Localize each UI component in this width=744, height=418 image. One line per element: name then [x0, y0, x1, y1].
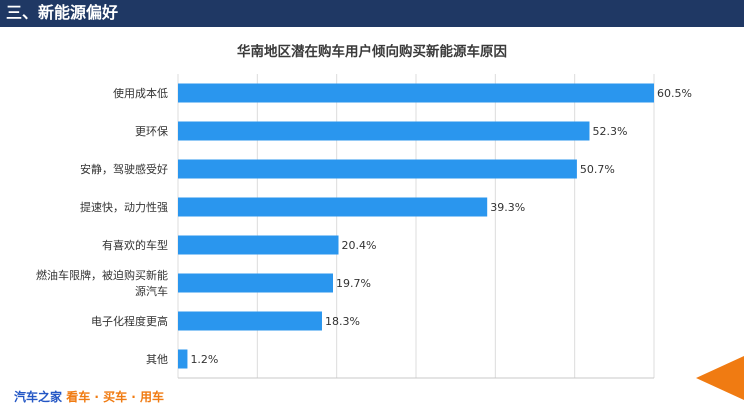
bar — [178, 197, 488, 217]
bar — [178, 273, 333, 293]
chart-title: 华南地区潜在购车用户倾向购买新能源车原因 — [237, 44, 507, 60]
brand-name: 汽车之家 — [14, 390, 63, 404]
data-label: 20.4% — [342, 239, 377, 252]
footer-brand: 汽车之家 看车 · 买车 · 用车 — [14, 388, 164, 405]
data-label: 39.3% — [490, 201, 525, 214]
category-label: 其他 — [146, 353, 168, 366]
bar — [178, 311, 322, 331]
bar — [178, 83, 654, 103]
category-label: 使用成本低 — [113, 86, 168, 100]
category-label: 更环保 — [135, 124, 168, 138]
data-label: 19.7% — [336, 277, 371, 290]
bar — [178, 121, 590, 141]
category-label: 安静，驾驶感受好 — [80, 162, 168, 176]
data-label: 52.3% — [592, 125, 627, 138]
corner-arrow-icon — [696, 356, 744, 400]
category-label: 提速快，动力性强 — [80, 200, 168, 214]
brand-slogan: 看车 · 买车 · 用车 — [62, 390, 165, 404]
data-label: 18.3% — [325, 315, 360, 328]
bar — [178, 349, 188, 369]
category-label: 燃油车限牌，被迫购买新能源汽车 — [36, 268, 168, 298]
category-label: 电子化程度更高 — [91, 314, 168, 328]
data-label: 60.5% — [657, 87, 692, 100]
data-label: 1.2% — [190, 353, 218, 366]
section-title: 三、新能源偏好 — [6, 3, 119, 22]
bar — [178, 235, 339, 255]
header-bar: 三、新能源偏好 — [0, 0, 744, 27]
category-label: 有喜欢的车型 — [102, 238, 168, 252]
bar — [178, 159, 577, 179]
data-label: 50.7% — [580, 163, 615, 176]
